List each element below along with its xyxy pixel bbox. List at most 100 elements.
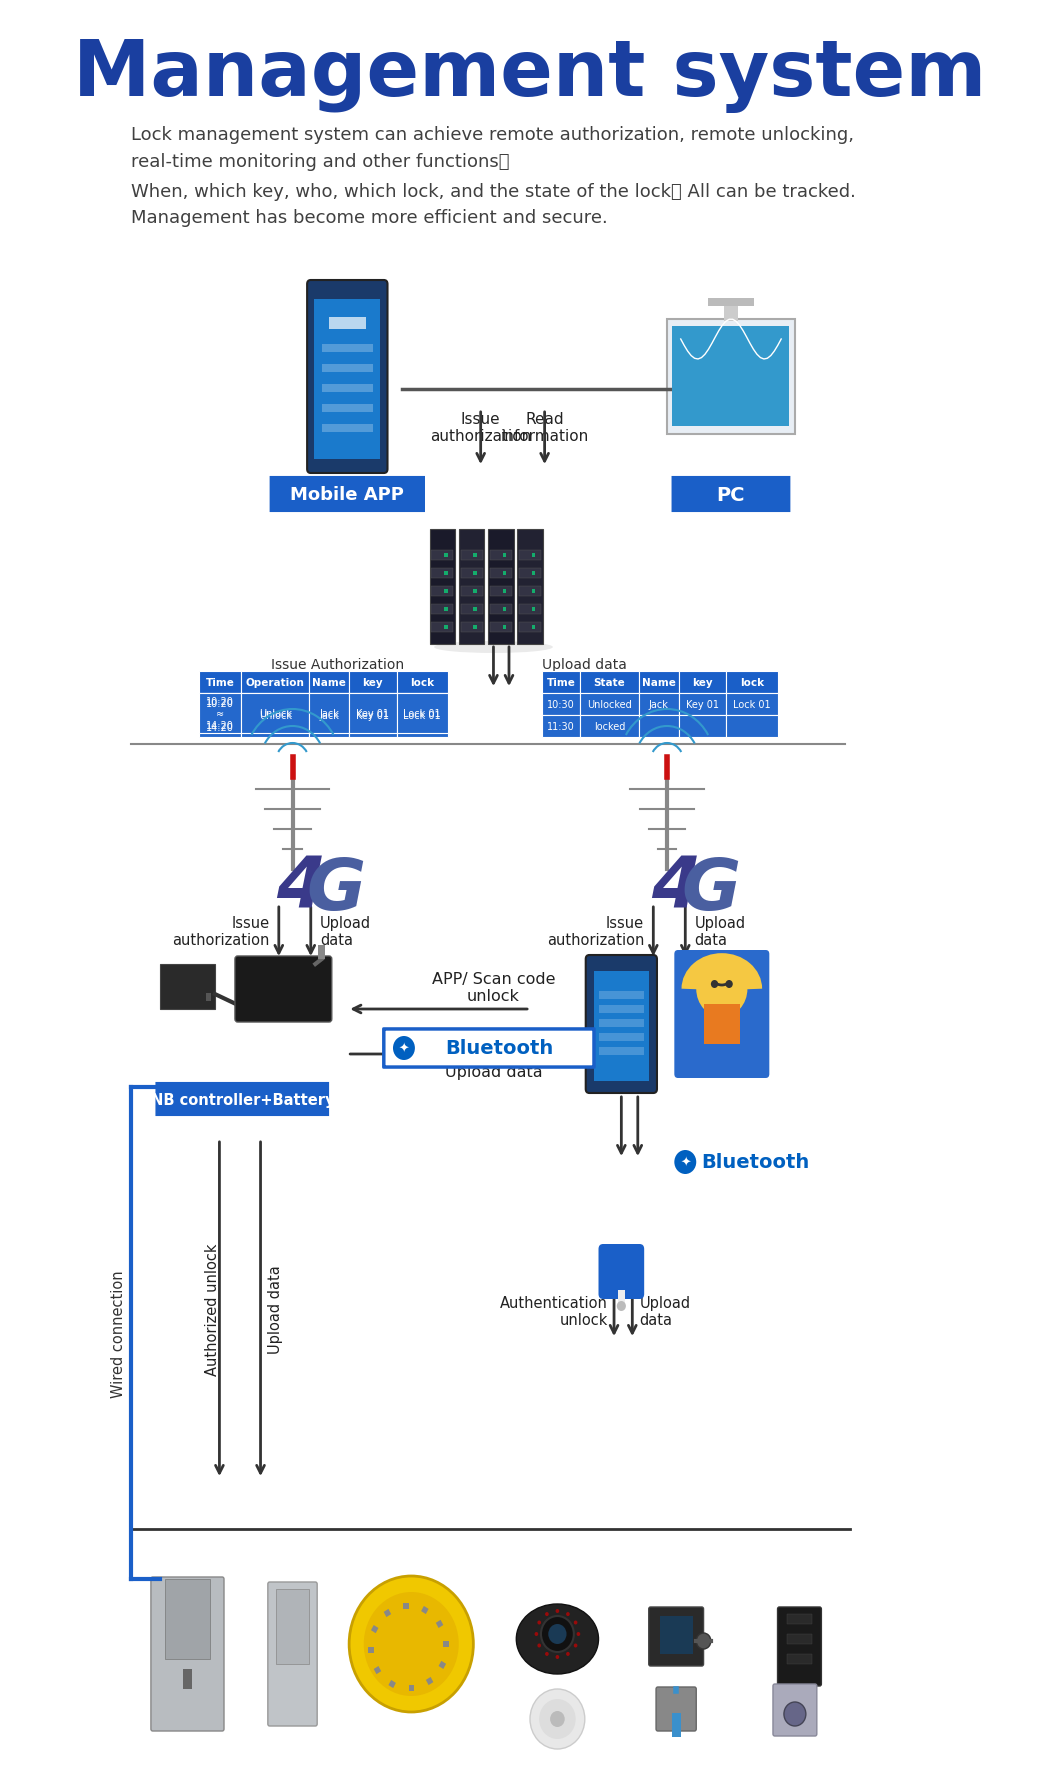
- FancyBboxPatch shape: [586, 956, 657, 1094]
- Bar: [403, 1603, 408, 1610]
- Bar: [678, 716, 726, 738]
- Text: State: State: [594, 677, 625, 688]
- Text: Unlock: Unlock: [259, 709, 292, 718]
- Bar: [322, 404, 373, 413]
- Bar: [724, 303, 738, 323]
- FancyBboxPatch shape: [151, 1578, 224, 1730]
- Text: Key 01: Key 01: [686, 700, 719, 709]
- Text: Unlocked: Unlocked: [587, 700, 632, 709]
- Bar: [408, 1684, 414, 1691]
- Bar: [368, 1647, 374, 1652]
- Bar: [444, 608, 447, 612]
- Bar: [431, 551, 454, 560]
- Bar: [639, 672, 678, 693]
- Bar: [349, 693, 396, 734]
- Text: Jack: Jack: [319, 711, 339, 720]
- Bar: [444, 571, 447, 576]
- Bar: [787, 1654, 812, 1665]
- FancyBboxPatch shape: [656, 1688, 696, 1730]
- Bar: [199, 693, 242, 738]
- Bar: [580, 693, 639, 716]
- Bar: [396, 672, 447, 693]
- Bar: [502, 626, 507, 629]
- Bar: [396, 693, 447, 738]
- Bar: [519, 587, 541, 598]
- Bar: [199, 693, 242, 734]
- Bar: [599, 1048, 644, 1055]
- Bar: [502, 571, 507, 576]
- Bar: [618, 1291, 625, 1305]
- Text: locked: locked: [594, 722, 625, 732]
- Text: key: key: [692, 677, 713, 688]
- Bar: [474, 626, 477, 629]
- Circle shape: [696, 961, 747, 1018]
- Text: ✦: ✦: [399, 1043, 409, 1055]
- Text: Upload
data: Upload data: [694, 915, 745, 947]
- Bar: [532, 608, 535, 612]
- Bar: [474, 590, 477, 594]
- Text: 4: 4: [277, 853, 326, 922]
- Circle shape: [537, 1621, 541, 1624]
- Bar: [444, 590, 447, 594]
- Bar: [444, 553, 447, 558]
- Bar: [459, 530, 484, 645]
- Text: Management system: Management system: [73, 37, 987, 113]
- Bar: [787, 1635, 812, 1644]
- Bar: [315, 300, 381, 459]
- Text: Bluetooth: Bluetooth: [446, 1039, 554, 1058]
- Bar: [431, 569, 454, 578]
- Bar: [490, 551, 512, 560]
- Bar: [461, 622, 482, 633]
- Bar: [672, 326, 790, 427]
- Text: Wired connection: Wired connection: [110, 1269, 125, 1397]
- Text: Operation: Operation: [246, 677, 304, 688]
- Text: Upload data: Upload data: [267, 1264, 283, 1353]
- Circle shape: [566, 1612, 569, 1617]
- Bar: [488, 530, 513, 645]
- Circle shape: [541, 1615, 573, 1652]
- Circle shape: [784, 1702, 806, 1727]
- Bar: [532, 626, 535, 629]
- Text: 10:30: 10:30: [547, 700, 575, 709]
- Circle shape: [550, 1711, 565, 1727]
- Bar: [639, 693, 678, 716]
- Bar: [206, 993, 211, 1002]
- Bar: [580, 716, 639, 738]
- Circle shape: [349, 1576, 474, 1713]
- Text: Upload
data: Upload data: [320, 915, 371, 947]
- Bar: [429, 530, 455, 645]
- Text: When, which key, who, which lock, and the state of the lock， All can be tracked.: When, which key, who, which lock, and th…: [130, 183, 855, 200]
- Text: Unlock: Unlock: [259, 711, 292, 720]
- FancyBboxPatch shape: [649, 1606, 704, 1667]
- Bar: [532, 571, 535, 576]
- Bar: [396, 693, 447, 734]
- Circle shape: [364, 1592, 459, 1697]
- Bar: [502, 590, 507, 594]
- Bar: [384, 1608, 391, 1617]
- Bar: [474, 571, 477, 576]
- Bar: [542, 693, 580, 716]
- Bar: [318, 945, 325, 959]
- Bar: [594, 972, 649, 1082]
- FancyBboxPatch shape: [672, 477, 791, 512]
- Bar: [519, 622, 541, 633]
- Text: Authorized unlock: Authorized unlock: [205, 1243, 219, 1376]
- Text: PC: PC: [717, 486, 745, 504]
- Bar: [322, 344, 373, 353]
- Ellipse shape: [435, 642, 553, 654]
- Bar: [599, 1019, 644, 1027]
- Text: Mobile APP: Mobile APP: [290, 486, 404, 504]
- Text: Issue
authorization: Issue authorization: [430, 411, 531, 443]
- Text: lock: lock: [410, 677, 435, 688]
- Bar: [678, 693, 726, 716]
- Text: Lock 01: Lock 01: [404, 709, 441, 718]
- Bar: [439, 1661, 446, 1668]
- Text: key: key: [363, 677, 384, 688]
- Bar: [726, 716, 778, 738]
- FancyBboxPatch shape: [268, 1582, 317, 1727]
- Bar: [421, 1606, 428, 1613]
- Bar: [308, 693, 349, 734]
- Bar: [532, 590, 535, 594]
- Bar: [388, 1681, 395, 1688]
- Bar: [164, 1580, 210, 1660]
